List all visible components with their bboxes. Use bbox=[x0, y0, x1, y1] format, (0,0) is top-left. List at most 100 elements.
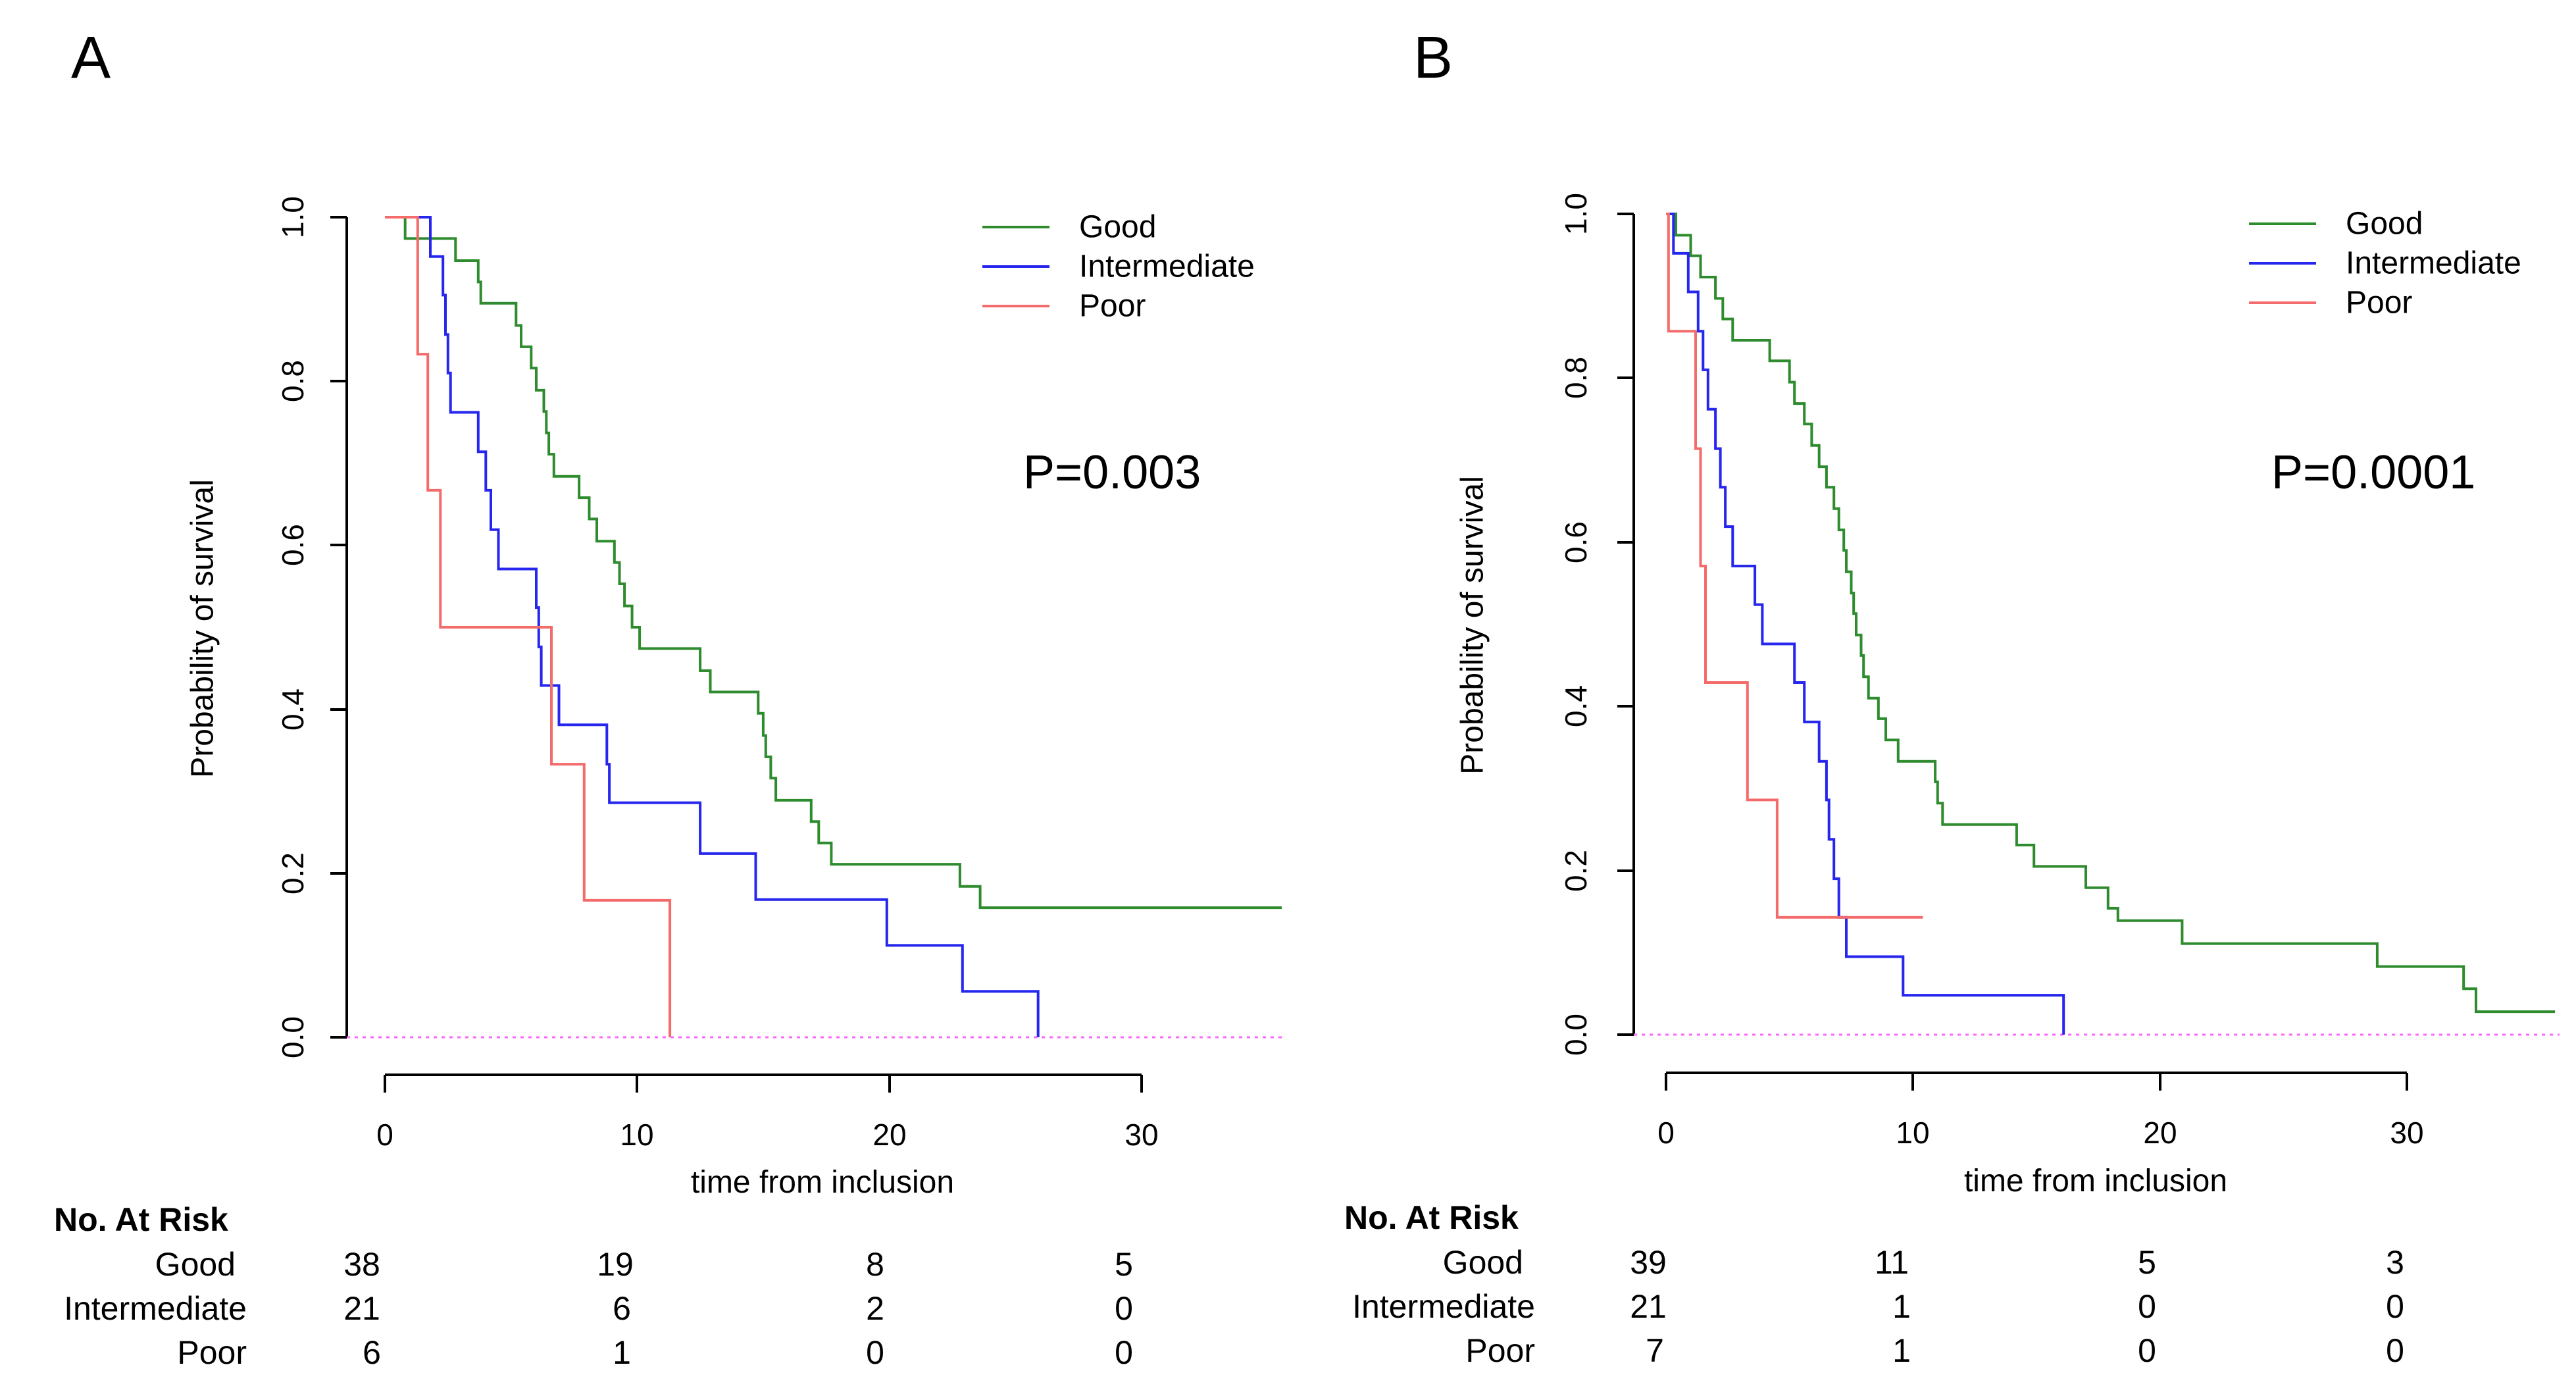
at-risk-row-label: Good bbox=[1443, 1244, 1523, 1281]
at-risk-row-label: Intermediate bbox=[64, 1290, 247, 1327]
y-tick: 0.8 bbox=[276, 360, 347, 402]
y-tick-label: 0.2 bbox=[276, 852, 310, 894]
panel-b-plot-area bbox=[1666, 213, 2556, 1035]
legend-label-poor: Poor bbox=[1079, 289, 1146, 324]
x-tick: 30 bbox=[1124, 1075, 1159, 1152]
km-curve-intermediate bbox=[1666, 213, 2065, 1035]
x-tick-label: 0 bbox=[1657, 1116, 1675, 1150]
x-tick: 10 bbox=[1896, 1073, 1930, 1150]
y-tick-label: 0.4 bbox=[276, 688, 310, 731]
x-tick-label: 20 bbox=[2143, 1116, 2177, 1150]
at-risk-row-label: Good bbox=[155, 1246, 236, 1283]
x-tick-label: 10 bbox=[620, 1118, 653, 1152]
x-tick: 0 bbox=[376, 1075, 393, 1152]
legend-label-good: Good bbox=[1079, 210, 1156, 245]
x-tick-label: 30 bbox=[1124, 1118, 1158, 1152]
panel-a-x-axis-label: time from inclusion bbox=[691, 1165, 954, 1200]
at-risk-value: 19 bbox=[597, 1246, 634, 1283]
y-tick-label: 0.0 bbox=[1559, 1014, 1593, 1056]
at-risk-row-label: Poor bbox=[1465, 1332, 1535, 1369]
y-tick: 0.8 bbox=[1559, 357, 1634, 399]
y-tick: 0.6 bbox=[276, 524, 347, 566]
at-risk-value: 6 bbox=[613, 1290, 631, 1327]
at-risk-value: 0 bbox=[1115, 1290, 1133, 1327]
km-curve-good bbox=[385, 216, 1282, 910]
at-risk-value: 21 bbox=[343, 1290, 380, 1327]
at-risk-title: No. At Risk bbox=[54, 1201, 228, 1238]
panel-a-legend: Good Intermediate Poor bbox=[982, 210, 1255, 324]
at-risk-value: 2 bbox=[866, 1290, 884, 1327]
panel-b-x-ticks: 0 10 20 30 bbox=[1657, 1073, 2424, 1150]
panel-a-p-value: P=0.003 bbox=[1023, 446, 1201, 499]
x-tick: 30 bbox=[2390, 1073, 2424, 1150]
y-tick-label: 0.8 bbox=[1559, 357, 1593, 399]
x-tick-label: 10 bbox=[1896, 1116, 1929, 1150]
y-tick: 1.0 bbox=[1559, 193, 1634, 235]
y-tick: 0.2 bbox=[276, 852, 347, 894]
panel-a-y-axis-label: Probability of survival bbox=[186, 479, 220, 778]
at-risk-value: 39 bbox=[1630, 1244, 1667, 1281]
at-risk-value: 1 bbox=[613, 1334, 631, 1371]
panel-a-at-risk-table: No. At Risk Good Intermediate Poor 38 19… bbox=[54, 1201, 1133, 1371]
at-risk-value: 0 bbox=[2138, 1332, 2156, 1369]
y-tick: 0.4 bbox=[276, 688, 347, 731]
x-tick: 10 bbox=[620, 1075, 654, 1152]
y-tick-label: 0.6 bbox=[276, 524, 310, 566]
panel-a-plot-area bbox=[385, 216, 1282, 1037]
km-curve-good bbox=[1666, 213, 2556, 1014]
x-tick: 20 bbox=[872, 1075, 907, 1152]
y-tick-label: 0.2 bbox=[1559, 850, 1593, 892]
at-risk-value: 0 bbox=[2386, 1332, 2404, 1369]
y-tick: 0.0 bbox=[276, 1016, 347, 1058]
legend-label-poor: Poor bbox=[2346, 286, 2412, 321]
y-tick-label: 0.8 bbox=[276, 360, 310, 402]
at-risk-value: 5 bbox=[2138, 1244, 2156, 1281]
panel-b-at-risk-table: No. At Risk Good Intermediate Poor 39 11… bbox=[1344, 1199, 2404, 1369]
panel-a-y-ticks: 0.0 0.2 0.4 0.6 0.8 1.0 bbox=[276, 196, 347, 1058]
legend-label-intermediate: Intermediate bbox=[2346, 246, 2521, 281]
at-risk-value: 0 bbox=[2386, 1288, 2404, 1325]
x-tick-label: 30 bbox=[2390, 1116, 2423, 1150]
x-tick-label: 0 bbox=[376, 1118, 393, 1152]
y-tick-label: 1.0 bbox=[1559, 193, 1593, 235]
at-risk-value: 0 bbox=[1115, 1334, 1133, 1371]
at-risk-value: 1 bbox=[1892, 1288, 1911, 1325]
y-tick: 0.4 bbox=[1559, 685, 1634, 727]
at-risk-value: 1 bbox=[1892, 1332, 1911, 1369]
legend-label-intermediate: Intermediate bbox=[1079, 249, 1255, 284]
km-curve-poor bbox=[1666, 213, 1923, 919]
y-tick: 1.0 bbox=[276, 196, 347, 238]
at-risk-value: 8 bbox=[866, 1246, 884, 1283]
y-tick-label: 0.4 bbox=[1559, 685, 1593, 727]
y-tick: 0.6 bbox=[1559, 521, 1634, 563]
panel-b-x-axis-label: time from inclusion bbox=[1964, 1164, 2227, 1199]
at-risk-row-label: Intermediate bbox=[1352, 1288, 1535, 1325]
x-tick-label: 20 bbox=[872, 1118, 906, 1152]
panel-b-y-axis-label: Probability of survival bbox=[1455, 476, 1490, 775]
y-tick-label: 1.0 bbox=[276, 196, 310, 238]
y-tick-label: 0.6 bbox=[1559, 521, 1593, 563]
at-risk-row-label: Poor bbox=[177, 1334, 247, 1371]
at-risk-value: 38 bbox=[343, 1246, 380, 1283]
y-tick: 0.0 bbox=[1559, 1014, 1634, 1056]
panel-a-x-ticks: 0 10 20 30 bbox=[376, 1075, 1159, 1152]
at-risk-value: 21 bbox=[1630, 1288, 1667, 1325]
x-tick: 20 bbox=[2143, 1073, 2177, 1150]
panel-a-label: A bbox=[71, 25, 111, 91]
x-tick: 0 bbox=[1657, 1073, 1675, 1150]
legend-label-good: Good bbox=[2346, 207, 2423, 242]
panel-a: A 0.0 0.2 0.4 0.6 0.8 1.0 0 10 20 30 tim… bbox=[54, 25, 1282, 1371]
at-risk-value: 0 bbox=[866, 1334, 884, 1371]
panel-b-p-value: P=0.0001 bbox=[2271, 446, 2475, 499]
at-risk-value: 7 bbox=[1646, 1332, 1664, 1369]
panel-b: B 0.0 0.2 0.4 0.6 0.8 1.0 0 10 20 30 tim… bbox=[1344, 25, 2560, 1369]
km-curve-poor bbox=[385, 216, 672, 1037]
at-risk-value: 3 bbox=[2386, 1244, 2404, 1281]
at-risk-title: No. At Risk bbox=[1344, 1199, 1519, 1236]
y-tick: 0.2 bbox=[1559, 850, 1634, 892]
panel-b-legend: Good Intermediate Poor bbox=[2249, 207, 2521, 321]
at-risk-value: 11 bbox=[1875, 1244, 1909, 1281]
panel-b-label: B bbox=[1413, 25, 1453, 91]
at-risk-value: 6 bbox=[363, 1334, 381, 1371]
